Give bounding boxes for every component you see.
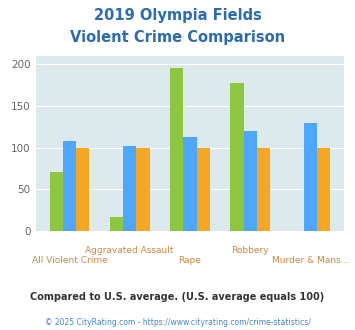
Bar bbox=[123, 146, 136, 231]
Bar bbox=[197, 148, 210, 231]
Bar bbox=[63, 141, 76, 231]
Bar bbox=[244, 131, 257, 231]
Bar bbox=[317, 148, 330, 231]
Text: Robbery: Robbery bbox=[231, 246, 269, 255]
Bar bbox=[76, 148, 89, 231]
Text: 2019 Olympia Fields: 2019 Olympia Fields bbox=[94, 8, 261, 23]
Text: All Violent Crime: All Violent Crime bbox=[32, 256, 107, 265]
Text: Murder & Mans...: Murder & Mans... bbox=[272, 256, 349, 265]
Bar bbox=[136, 148, 149, 231]
Text: Rape: Rape bbox=[179, 256, 201, 265]
Text: Aggravated Assault: Aggravated Assault bbox=[86, 246, 174, 255]
Bar bbox=[304, 123, 317, 231]
Bar bbox=[50, 172, 63, 231]
Bar bbox=[257, 148, 270, 231]
Legend: Olympia Fields, Illinois, National: Olympia Fields, Illinois, National bbox=[65, 327, 315, 330]
Bar bbox=[230, 83, 244, 231]
Text: Compared to U.S. average. (U.S. average equals 100): Compared to U.S. average. (U.S. average … bbox=[31, 292, 324, 302]
Bar bbox=[110, 217, 123, 231]
Bar bbox=[170, 68, 183, 231]
Text: Violent Crime Comparison: Violent Crime Comparison bbox=[70, 30, 285, 45]
Bar bbox=[183, 137, 197, 231]
Text: © 2025 CityRating.com - https://www.cityrating.com/crime-statistics/: © 2025 CityRating.com - https://www.city… bbox=[45, 318, 310, 327]
